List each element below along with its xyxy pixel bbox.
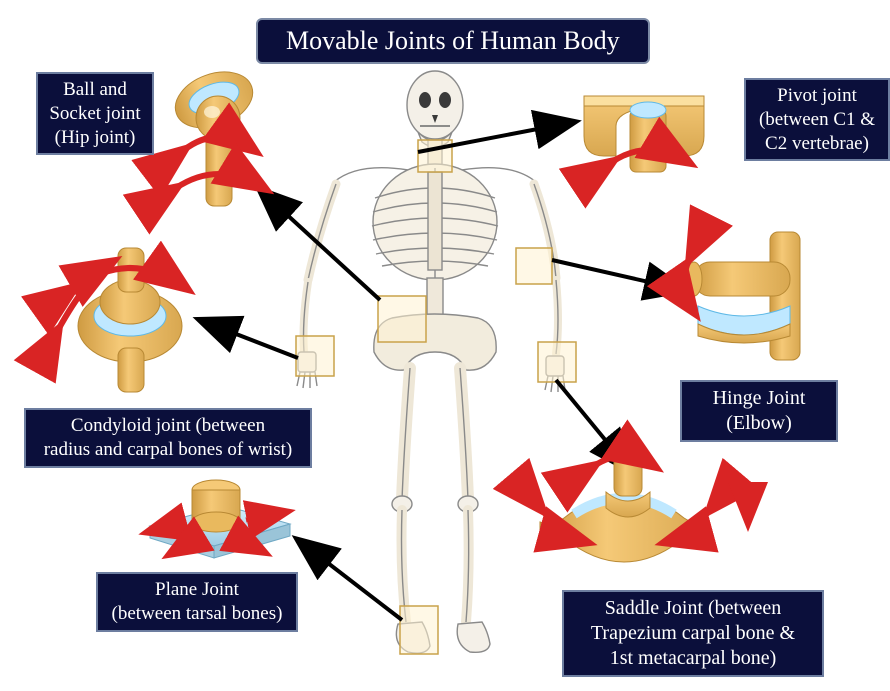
label-line: (between tarsal bones) [104,602,290,626]
label-line: Hinge Joint [688,386,830,411]
label-line: Trapezium carpal bone & [570,621,816,646]
illustration-saddle [540,446,748,562]
diagram-title: Movable Joints of Human Body [256,18,650,64]
pointer-elbow-to-hinge [552,260,684,290]
label-line: Condyloid joint (between [32,414,304,438]
illustration-condyloid [58,248,186,392]
label-line: 1st metacarpal bone) [570,646,816,671]
label-line: C2 vertebrae) [752,132,882,156]
label-line: Saddle Joint (between [570,596,816,621]
highlight-hip [378,296,426,342]
label-line: Pivot joint [752,84,882,108]
pointer-wrist-to-condyloid [200,320,298,358]
highlight-wrist-l [296,336,334,376]
label-plane: Plane Joint(between tarsal bones) [96,572,298,632]
label-line: (between C1 & [752,108,882,132]
highlight-wrist-r [538,342,576,382]
pointer-hip-to-ball [260,190,380,300]
pointer-foot-to-plane [298,540,402,620]
illustration-plane [148,480,290,558]
illustration-pivot [584,96,704,172]
highlight-elbow [516,248,552,284]
illustration-hinge [684,232,800,360]
label-line: (Hip joint) [44,126,146,150]
label-line: Plane Joint [104,578,290,602]
title-text: Movable Joints of Human Body [286,26,620,55]
label-condyloid: Condyloid joint (betweenradius and carpa… [24,408,312,468]
illustration-ball-socket [168,62,264,206]
label-line: Ball and [44,78,146,102]
label-line: (Elbow) [688,411,830,436]
label-line: Socket joint [44,102,146,126]
label-line: radius and carpal bones of wrist) [32,438,304,462]
highlight-foot [400,606,438,654]
label-saddle: Saddle Joint (betweenTrapezium carpal bo… [562,590,824,677]
label-hinge: Hinge Joint(Elbow) [680,380,838,442]
label-pivot: Pivot joint(between C1 &C2 vertebrae) [744,78,890,161]
label-ball-socket: Ball andSocket joint(Hip joint) [36,72,154,155]
